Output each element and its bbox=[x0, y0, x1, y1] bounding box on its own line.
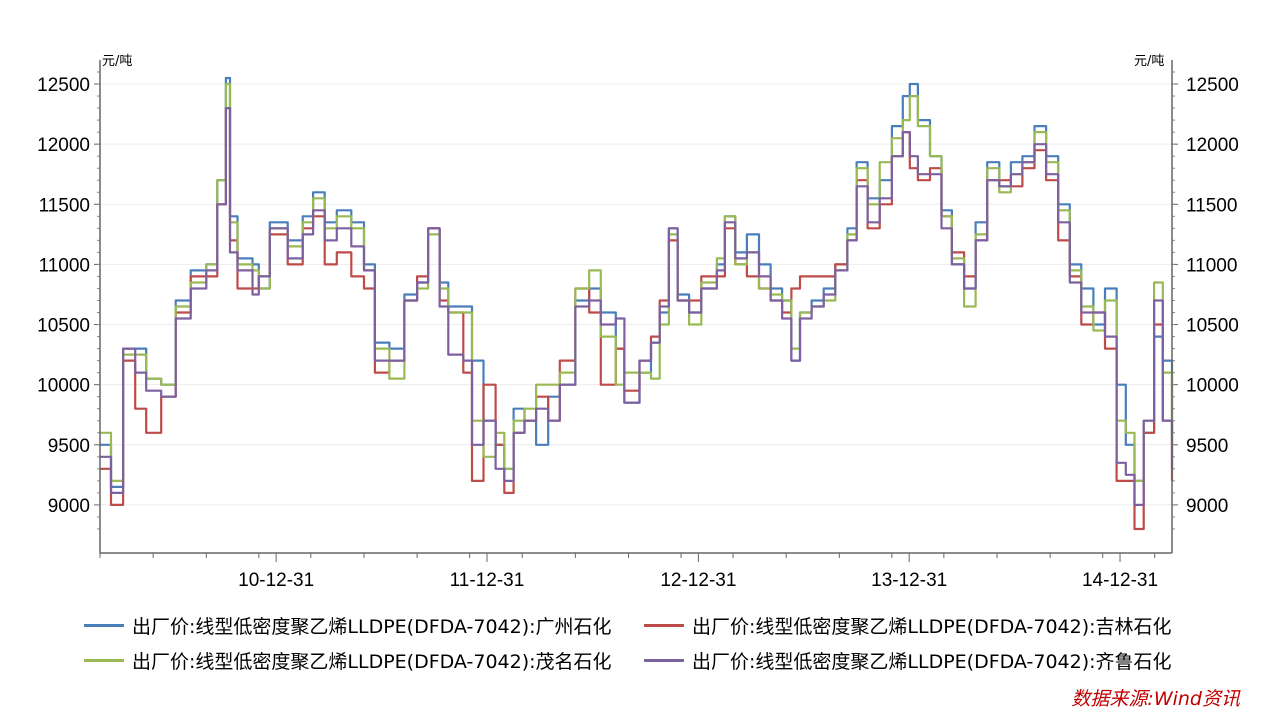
series-line-3 bbox=[100, 107, 1174, 506]
y-tick-label-left-12500: 12500 bbox=[37, 75, 90, 96]
y-tick-label-left-10000: 10000 bbox=[37, 376, 90, 397]
left-axis-unit: 元/吨 bbox=[102, 54, 132, 69]
series-line-0 bbox=[100, 76, 1174, 488]
legend-item-jilin: 出厂价:线型低密度聚乙烯LLDPE(DFDA-7042):吉林石化 bbox=[644, 610, 1172, 640]
y-tick-label-right-12500: 12500 bbox=[1186, 75, 1239, 96]
axes: 9000 9000 9500 9500 10000 10000 10500 10500 1100… bbox=[37, 60, 1239, 591]
y-tick-label-right-9500: 9500 bbox=[1186, 436, 1228, 457]
legend-label-jilin: 出厂价:线型低密度聚乙烯LLDPE(DFDA-7042):吉林石化 bbox=[692, 615, 1172, 638]
gridlines bbox=[100, 83, 1172, 506]
legend-swatch-qilu bbox=[644, 658, 684, 662]
x-tick-label-11-12-31: 11-12-31 bbox=[450, 570, 525, 591]
y-tick-label-right-10500: 10500 bbox=[1186, 316, 1239, 337]
legend-swatch-jilin bbox=[644, 623, 684, 627]
y-tick-label-right-11000: 11000 bbox=[1186, 255, 1237, 276]
x-tick-label-12-12-31: 12-12-31 bbox=[660, 570, 736, 591]
y-tick-label-right-12000: 12000 bbox=[1186, 135, 1239, 156]
y-tick-label-right-11500: 11500 bbox=[1186, 195, 1237, 216]
legend-label-guangzhou: 出厂价:线型低密度聚乙烯LLDPE(DFDA-7042):广州石化 bbox=[132, 615, 612, 638]
legend-item-guangzhou: 出厂价:线型低密度聚乙烯LLDPE(DFDA-7042):广州石化 bbox=[84, 610, 612, 640]
x-tick-label-10-12-31: 10-12-31 bbox=[238, 570, 314, 591]
legend-swatch-maoming bbox=[84, 658, 124, 662]
right-axis-unit: 元/吨 bbox=[1134, 54, 1164, 69]
y-tick-label-left-10500: 10500 bbox=[37, 316, 90, 337]
legend-item-maoming: 出厂价:线型低密度聚乙烯LLDPE(DFDA-7042):茂名石化 bbox=[84, 645, 612, 675]
y-tick-label-right-10000: 10000 bbox=[1186, 376, 1239, 397]
y-tick-label-left-11000: 11000 bbox=[39, 255, 90, 276]
series-lines bbox=[100, 76, 1174, 531]
x-tick-label-14-12-31: 14-12-31 bbox=[1082, 570, 1158, 591]
legend-swatch-guangzhou bbox=[84, 623, 124, 627]
x-tick-label-13-12-31: 13-12-31 bbox=[871, 570, 947, 591]
legend-label-qilu: 出厂价:线型低密度聚乙烯LLDPE(DFDA-7042):齐鲁石化 bbox=[692, 650, 1172, 673]
line-chart: 9000 9000 9500 9500 10000 10000 10500 10500 1100… bbox=[37, 54, 1239, 591]
y-tick-label-left-11500: 11500 bbox=[39, 195, 90, 216]
legend-item-qilu: 出厂价:线型低密度聚乙烯LLDPE(DFDA-7042):齐鲁石化 bbox=[644, 645, 1172, 675]
y-tick-label-right-9000: 9000 bbox=[1186, 496, 1228, 517]
series-line-2 bbox=[100, 82, 1174, 482]
y-tick-label-left-12000: 12000 bbox=[37, 135, 90, 156]
legend-label-maoming: 出厂价:线型低密度聚乙烯LLDPE(DFDA-7042):茂名石化 bbox=[132, 650, 612, 673]
source-label: 数据来源:Wind资讯 bbox=[1071, 688, 1240, 710]
y-tick-label-left-9500: 9500 bbox=[48, 436, 90, 457]
y-tick-label-left-9000: 9000 bbox=[48, 496, 90, 517]
